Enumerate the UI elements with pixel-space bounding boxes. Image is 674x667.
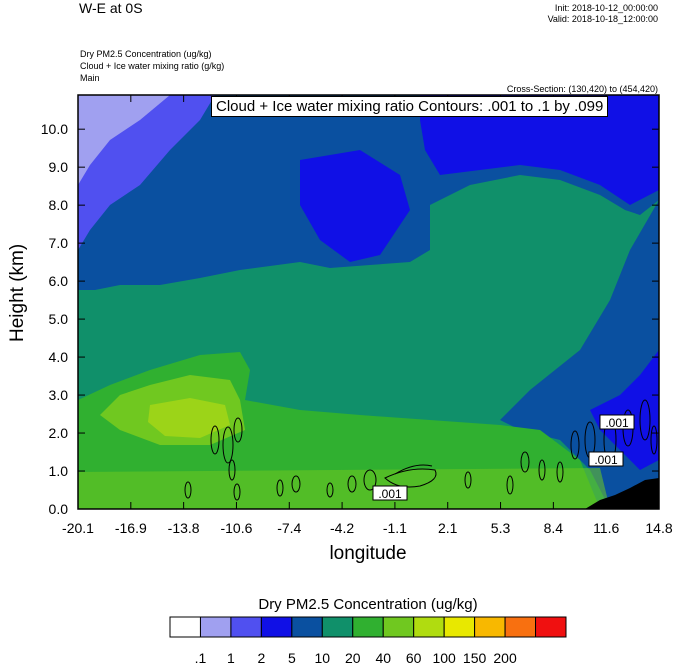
y-tick-label: 6.0: [49, 273, 69, 289]
colorbar-level-label: .1: [195, 650, 207, 666]
colorbar-swatch: [474, 616, 506, 638]
contour-label: .001: [605, 416, 629, 430]
x-tick-label: -7.4: [277, 520, 301, 536]
field-surface-band: [78, 468, 610, 509]
x-tick-label: 14.8: [645, 520, 672, 536]
x-axis-label: longitude: [329, 543, 407, 564]
colorbar-level-label: 10: [315, 650, 331, 666]
field-description-cloud: Cloud + Ice water mixing ratio (g/kg): [80, 61, 225, 71]
colorbar-swatch: [535, 616, 567, 638]
colorbar-level-label: 60: [406, 650, 422, 666]
plot-frame: [77, 94, 660, 510]
colorbar-level-label: 1: [227, 650, 235, 666]
y-tick-label: 9.0: [49, 159, 69, 175]
colorbar-level-label: 5: [288, 650, 296, 666]
x-tick-label: 2.1: [438, 520, 458, 536]
x-tick-label: 5.3: [491, 520, 511, 536]
field-darkblue-center: [300, 150, 410, 262]
field-darkblue-right: [420, 95, 659, 205]
colorbar-swatch: [199, 616, 232, 638]
heatmap-field: [78, 95, 659, 509]
colorbar-swatch: [413, 616, 445, 638]
field-description-pm25: Dry PM2.5 Concentration (ug/kg): [80, 49, 212, 59]
x-tick-label: -1.1: [383, 520, 407, 536]
terrain-mask: [585, 478, 659, 509]
y-axis: 0.0 1.0 2.0 3.0 4.0 5.0 6.0 7.0 8.0 9.0 10.0: [41, 121, 659, 517]
x-tick-label: 11.6: [593, 520, 619, 536]
colorbar-swatch: [169, 616, 201, 638]
x-tick-label: -4.2: [330, 520, 354, 536]
field-lightblue-corner: [78, 95, 170, 185]
y-tick-label: 2.0: [49, 425, 69, 441]
valid-time: Valid: 2018-10-18_12:00:00: [547, 14, 658, 24]
contour-label: .001: [594, 453, 618, 467]
y-tick-label: 3.0: [49, 387, 69, 403]
colorbar-swatch: [321, 616, 354, 638]
colorbar-swatch: [382, 616, 415, 638]
x-axis: -20.1 -16.9 -13.8 -10.6 -7.4 -4.2 -1.1 2.1 5.3 8.…: [62, 95, 673, 536]
colorbar-level-label: 20: [345, 650, 361, 666]
cross-section-label: Cross-Section: (130,420) to (454,420): [506, 84, 658, 94]
colorbar-level-label: 200: [493, 650, 517, 666]
colorbar-level-label: 100: [432, 650, 456, 666]
contour-info-box: Cloud + Ice water mixing ratio Contours:…: [211, 96, 609, 117]
y-tick-label: 5.0: [49, 311, 69, 327]
colorbar-level-label: 40: [375, 650, 391, 666]
y-tick-label: 10.0: [41, 121, 68, 137]
x-tick-label: -10.6: [220, 520, 252, 536]
y-axis-label: Height (km): [7, 243, 28, 342]
colorbar-swatch: [230, 616, 262, 638]
colorbar-swatch: [443, 616, 476, 638]
y-tick-label: 7.0: [49, 235, 69, 251]
contour-label: .001: [378, 487, 402, 501]
x-tick-label: 8.4: [544, 520, 564, 536]
init-time: Init: 2018-10-12_00:00:00: [554, 3, 658, 13]
field-yellowgreen-core: [148, 398, 230, 438]
field-darkblue-right-low: [590, 350, 659, 470]
y-tick-label: 0.0: [49, 501, 69, 517]
colorbar: .1 1 2 5 10 20 40 60 100 150 200: [169, 616, 567, 666]
x-tick-label: -13.8: [168, 520, 200, 536]
x-tick-label: -16.9: [115, 520, 147, 536]
y-tick-label: 1.0: [49, 463, 69, 479]
colorbar-title: Dry PM2.5 Concentration (ug/kg): [258, 596, 478, 613]
colorbar-swatch: [504, 616, 537, 638]
contour-label-group: .001 .001 .001: [372, 414, 635, 501]
plot-title: W-E at 0S: [79, 0, 143, 16]
field-description-main: Main: [80, 73, 100, 83]
colorbar-swatch: [352, 616, 384, 638]
colorbar-level-label: 2: [257, 650, 265, 666]
x-tick-label: -20.1: [62, 520, 94, 536]
y-tick-label: 8.0: [49, 197, 69, 213]
colorbar-swatch: [291, 616, 323, 638]
colorbar-level-label: 150: [463, 650, 487, 666]
y-tick-label: 4.0: [49, 349, 69, 365]
colorbar-swatch: [260, 616, 293, 638]
